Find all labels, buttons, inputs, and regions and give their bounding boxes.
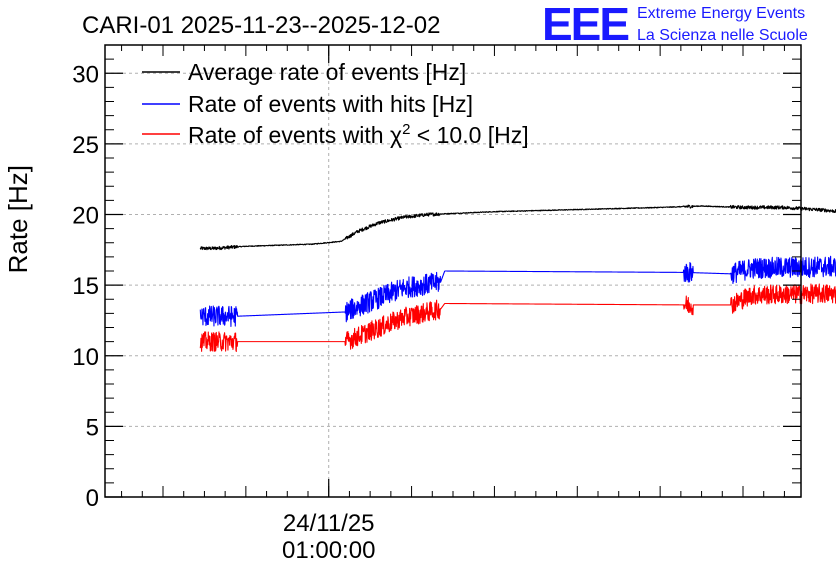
y-tick-label-20: 20 bbox=[72, 203, 99, 230]
series-layer bbox=[199, 204, 836, 353]
y-tick-label-15: 15 bbox=[72, 273, 99, 300]
legend-chi2-symbol: χ bbox=[390, 122, 402, 148]
chart-title: CARI-01 2025-11-23--2025-12-02 bbox=[82, 12, 440, 39]
y-tick-label-0: 0 bbox=[86, 485, 99, 512]
y-axis-label: Rate [Hz] bbox=[3, 165, 33, 273]
tick-labels: 05101520253024/11/2501:00:0001/12/2501:0… bbox=[72, 61, 375, 564]
series-line-0 bbox=[199, 204, 836, 251]
y-tick-label-5: 5 bbox=[86, 414, 99, 441]
y-tick-label-10: 10 bbox=[72, 344, 99, 371]
logo-line-1: Extreme Energy Events bbox=[637, 5, 805, 22]
series-line-2 bbox=[199, 283, 836, 353]
logo-mark: EEE bbox=[542, 0, 628, 50]
x-tick-label-time-0: 01:00:00 bbox=[282, 537, 375, 564]
legend-label-hits: Rate of events with hits [Hz] bbox=[188, 91, 473, 117]
eee-logo: EEE Extreme Energy Events La Scienza nel… bbox=[542, 0, 808, 50]
y-tick-label-30: 30 bbox=[72, 61, 99, 88]
legend-label-chi2: Rate of events with χ2 < 10.0 [Hz] bbox=[188, 121, 529, 148]
axes bbox=[104, 44, 802, 498]
plot-frame bbox=[104, 44, 802, 498]
grid-lines bbox=[105, 45, 801, 497]
legend-chi2-main: Rate of events with bbox=[188, 122, 390, 148]
x-tick-label-date-0: 24/11/25 bbox=[283, 510, 375, 537]
legend-label-average: Average rate of events [Hz] bbox=[188, 59, 466, 85]
legend: Average rate of events [Hz] Rate of even… bbox=[142, 59, 529, 148]
y-tick-label-25: 25 bbox=[72, 132, 99, 159]
logo-line-2: La Scienza nelle Scuole bbox=[637, 27, 808, 44]
series-line-1 bbox=[199, 255, 836, 327]
legend-chi2-tail: < 10.0 [Hz] bbox=[410, 122, 528, 148]
legend-chi2-superscript: 2 bbox=[402, 121, 410, 138]
